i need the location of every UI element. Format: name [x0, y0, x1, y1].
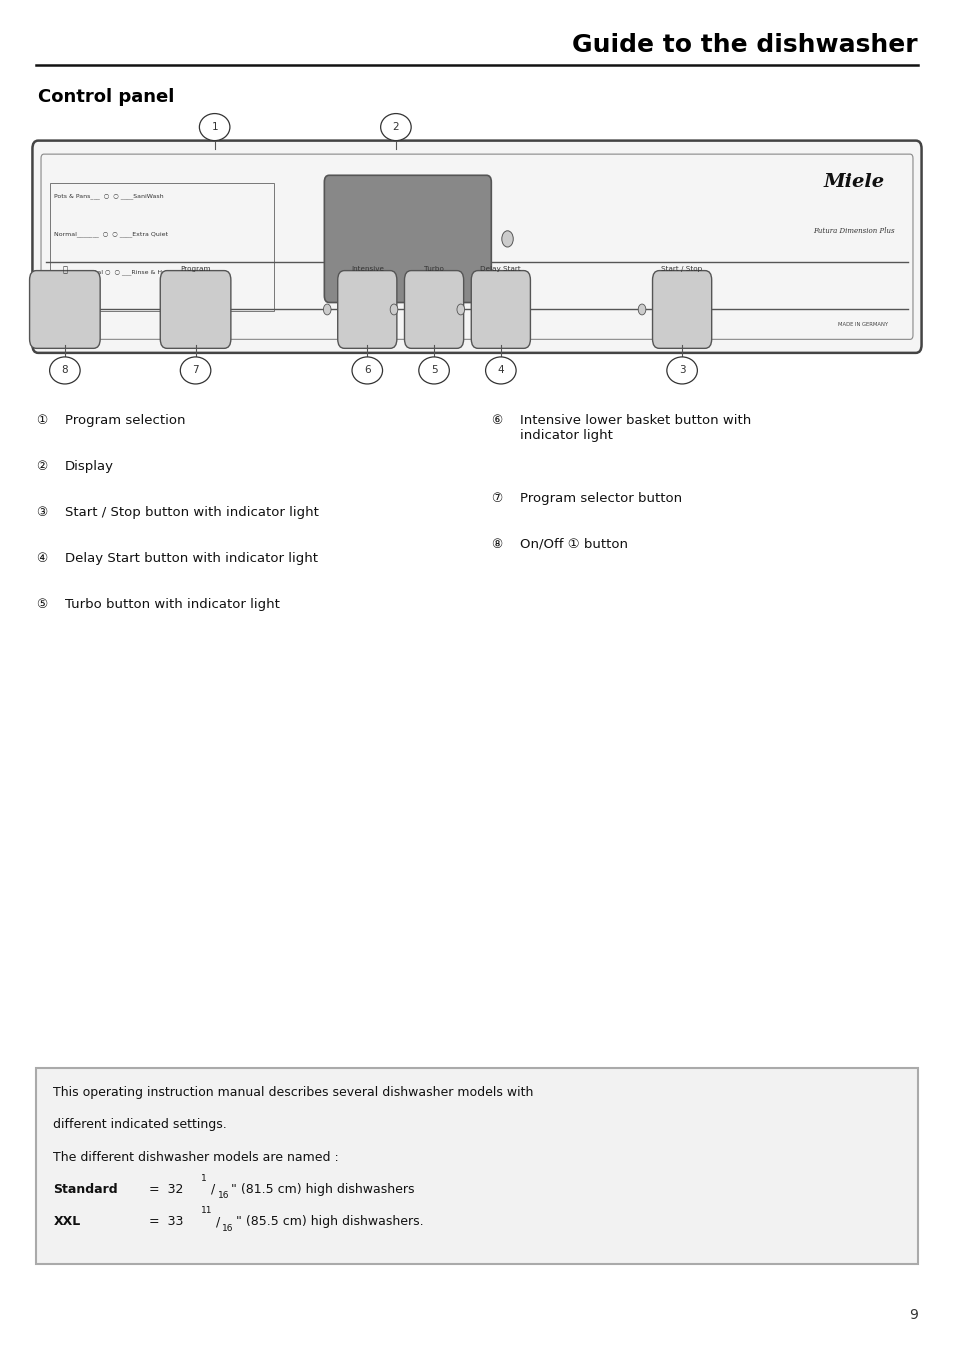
Text: " (81.5 cm) high dishwashers: " (81.5 cm) high dishwashers: [231, 1183, 414, 1197]
Text: China & Crystal ○  ○ ___Rinse & Hold: China & Crystal ○ ○ ___Rinse & Hold: [54, 269, 172, 274]
Text: Program selector button: Program selector button: [519, 492, 681, 504]
Text: Display: Display: [65, 460, 113, 473]
FancyBboxPatch shape: [652, 270, 711, 349]
Text: Start / Stop button with indicator light: Start / Stop button with indicator light: [65, 506, 318, 519]
Ellipse shape: [199, 114, 230, 141]
FancyBboxPatch shape: [324, 176, 491, 303]
Text: Normal_______  ○  ○ ____Extra Quiet: Normal_______ ○ ○ ____Extra Quiet: [54, 231, 168, 237]
Text: different indicated settings.: different indicated settings.: [53, 1118, 227, 1132]
Text: Turbo: Turbo: [424, 266, 443, 272]
Text: 9: 9: [908, 1309, 917, 1322]
Ellipse shape: [666, 357, 697, 384]
FancyBboxPatch shape: [471, 270, 530, 349]
FancyBboxPatch shape: [337, 270, 396, 349]
Circle shape: [638, 304, 645, 315]
Text: 6: 6: [364, 365, 370, 376]
Text: 2: 2: [393, 122, 398, 132]
Text: On/Off ① button: On/Off ① button: [519, 538, 627, 550]
Text: 3: 3: [679, 365, 684, 376]
Text: 11: 11: [201, 1206, 213, 1215]
Text: ⑧: ⑧: [491, 538, 502, 550]
Text: Intensive: Intensive: [351, 266, 383, 272]
Text: Program selection: Program selection: [65, 414, 185, 427]
Text: ④: ④: [36, 552, 48, 565]
Ellipse shape: [485, 357, 516, 384]
Text: 1: 1: [212, 122, 217, 132]
Bar: [50, 183, 274, 311]
Text: This operating instruction manual describes several dishwasher models with: This operating instruction manual descri…: [53, 1086, 534, 1099]
FancyBboxPatch shape: [32, 141, 921, 353]
Text: ⒡: ⒡: [62, 265, 68, 274]
Text: 16: 16: [222, 1224, 233, 1233]
Ellipse shape: [180, 357, 211, 384]
Text: XXL: XXL: [53, 1215, 81, 1229]
Text: 7: 7: [193, 365, 198, 376]
Ellipse shape: [50, 357, 80, 384]
Text: Delay Start button with indicator light: Delay Start button with indicator light: [65, 552, 317, 565]
Text: Program: Program: [180, 266, 211, 272]
Text: Control panel: Control panel: [38, 88, 174, 105]
Bar: [36, 1068, 917, 1264]
Circle shape: [323, 304, 331, 315]
Text: ⑤: ⑤: [36, 598, 48, 611]
Text: MADE IN GERMANY: MADE IN GERMANY: [838, 322, 887, 327]
Text: /: /: [211, 1183, 214, 1197]
Ellipse shape: [380, 114, 411, 141]
Circle shape: [501, 231, 513, 247]
Ellipse shape: [352, 357, 382, 384]
Text: Delay Start: Delay Start: [480, 266, 520, 272]
Text: Pots & Pans___  ○  ○ ____SaniWash: Pots & Pans___ ○ ○ ____SaniWash: [54, 193, 164, 199]
Text: The different dishwasher models are named :: The different dishwasher models are name…: [53, 1151, 339, 1164]
Text: Standard: Standard: [53, 1183, 118, 1197]
Text: Start / Stop: Start / Stop: [660, 266, 702, 272]
Text: ③: ③: [36, 506, 48, 519]
Text: 5: 5: [431, 365, 436, 376]
Text: " (85.5 cm) high dishwashers.: " (85.5 cm) high dishwashers.: [235, 1215, 423, 1229]
Text: Futura Dimension Plus: Futura Dimension Plus: [812, 227, 894, 235]
Text: 8: 8: [62, 365, 68, 376]
Text: ②: ②: [36, 460, 48, 473]
Text: ①: ①: [36, 414, 48, 427]
Text: 16: 16: [217, 1191, 229, 1201]
Text: ⑦: ⑦: [491, 492, 502, 504]
Circle shape: [390, 304, 397, 315]
Text: Intensive lower basket button with
indicator light: Intensive lower basket button with indic…: [519, 414, 750, 442]
Text: 4: 4: [497, 365, 503, 376]
Text: =  33: = 33: [141, 1215, 188, 1229]
FancyBboxPatch shape: [404, 270, 463, 349]
Ellipse shape: [418, 357, 449, 384]
Text: Turbo button with indicator light: Turbo button with indicator light: [65, 598, 279, 611]
Text: Miele: Miele: [822, 173, 883, 191]
Text: 1: 1: [201, 1174, 207, 1183]
Text: ⑥: ⑥: [491, 414, 502, 427]
FancyBboxPatch shape: [160, 270, 231, 349]
FancyBboxPatch shape: [30, 270, 100, 349]
Text: /: /: [215, 1215, 219, 1229]
Circle shape: [456, 304, 464, 315]
Text: Guide to the dishwasher: Guide to the dishwasher: [572, 32, 917, 57]
Text: =  32: = 32: [141, 1183, 188, 1197]
